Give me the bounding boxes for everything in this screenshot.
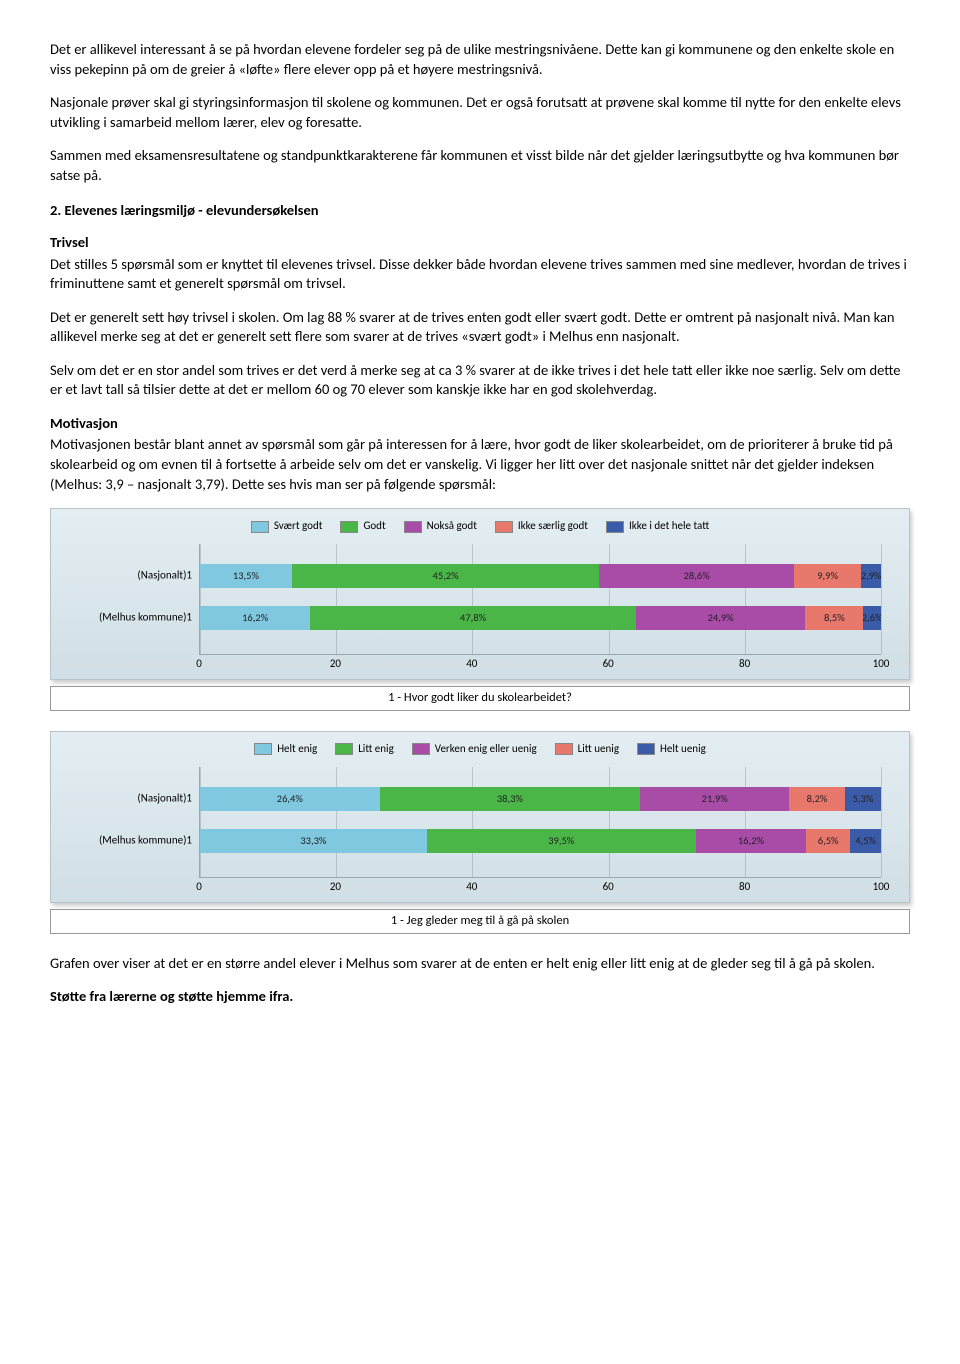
legend-label: Ikke særlig godt bbox=[518, 519, 588, 534]
bar-segment: 38,3% bbox=[380, 787, 641, 811]
legend-item: Nokså godt bbox=[404, 519, 477, 534]
legend-swatch bbox=[412, 743, 430, 755]
legend-label: Helt uenig bbox=[660, 742, 706, 757]
legend-item: Svært godt bbox=[251, 519, 323, 534]
legend-item: Ikke særlig godt bbox=[495, 519, 588, 534]
x-tick: 0 bbox=[196, 657, 202, 672]
bar-segment: 26,4% bbox=[200, 787, 380, 811]
paragraph: Motivasjonen består blant annet av spørs… bbox=[50, 435, 910, 494]
paragraph: Det stilles 5 spørsmål som er knyttet ti… bbox=[50, 255, 910, 294]
legend-label: Nokså godt bbox=[427, 519, 477, 534]
bar-segment: 2,9% bbox=[861, 564, 881, 588]
legend-label: Helt enig bbox=[277, 742, 317, 757]
bar-segment: 33,3% bbox=[200, 829, 427, 853]
legend-item: Helt uenig bbox=[637, 742, 706, 757]
paragraph: Det er allikevel interessant å se på hvo… bbox=[50, 40, 910, 79]
legend-label: Godt bbox=[363, 519, 385, 534]
bar-segment: 28,6% bbox=[599, 564, 794, 588]
bar-segment: 6,5% bbox=[806, 829, 850, 853]
subheading-stotte: Støtte fra lærerne og støtte hjemme ifra… bbox=[50, 987, 910, 1007]
legend-label: Verken enig eller uenig bbox=[435, 742, 537, 757]
chart-caption: 1 - Hvor godt liker du skolearbeidet? bbox=[50, 686, 910, 711]
x-tick: 40 bbox=[466, 657, 477, 672]
bar-segment: 2,6% bbox=[863, 606, 881, 630]
bar-segment: 8,5% bbox=[805, 606, 863, 630]
paragraph: Sammen med eksamensresultatene og standp… bbox=[50, 146, 910, 185]
bar-segment: 4,5% bbox=[850, 829, 881, 853]
chart-caption: 1 - Jeg gleder meg til å gå på skolen bbox=[50, 909, 910, 934]
paragraph: Grafen over viser at det er en større an… bbox=[50, 954, 910, 974]
legend-item: Helt enig bbox=[254, 742, 317, 757]
x-tick: 20 bbox=[330, 880, 341, 895]
x-tick: 0 bbox=[196, 880, 202, 895]
legend-label: Litt uenig bbox=[578, 742, 619, 757]
x-tick: 80 bbox=[739, 880, 750, 895]
bar-segment: 24,9% bbox=[636, 606, 806, 630]
bar-row: (Melhus kommune)133,3%39,5%16,2%6,5%4,5% bbox=[200, 829, 881, 853]
paragraph: Selv om det er en stor andel som trives … bbox=[50, 361, 910, 400]
bar-segment: 39,5% bbox=[427, 829, 696, 853]
bar-segment: 9,9% bbox=[794, 564, 861, 588]
subheading-motivasjon: Motivasjon bbox=[50, 414, 910, 434]
legend-item: Litt enig bbox=[335, 742, 394, 757]
bar-segment: 21,9% bbox=[640, 787, 789, 811]
legend-swatch bbox=[251, 521, 269, 533]
x-tick: 20 bbox=[330, 657, 341, 672]
bar-segment: 16,2% bbox=[696, 829, 806, 853]
legend-label: Svært godt bbox=[274, 519, 323, 534]
x-tick: 40 bbox=[466, 880, 477, 895]
legend-label: Ikke i det hele tatt bbox=[629, 519, 709, 534]
bar-segment: 8,2% bbox=[789, 787, 845, 811]
y-label: (Melhus kommune)1 bbox=[67, 833, 200, 848]
bar-segment: 13,5% bbox=[200, 564, 292, 588]
x-tick: 100 bbox=[873, 657, 890, 672]
legend-item: Litt uenig bbox=[555, 742, 619, 757]
legend-swatch bbox=[555, 743, 573, 755]
section-heading: 2. Elevenes læringsmiljø - elevundersøke… bbox=[50, 201, 910, 221]
legend-swatch bbox=[606, 521, 624, 533]
bar-segment: 5,3% bbox=[845, 787, 881, 811]
y-label: (Nasjonalt)1 bbox=[67, 569, 200, 584]
y-label: (Nasjonalt)1 bbox=[67, 791, 200, 806]
legend-swatch bbox=[495, 521, 513, 533]
paragraph: Nasjonale prøver skal gi styringsinforma… bbox=[50, 93, 910, 132]
paragraph: Det er generelt sett høy trivsel i skole… bbox=[50, 308, 910, 347]
x-tick: 80 bbox=[739, 657, 750, 672]
bar-row: (Melhus kommune)116,2%47,8%24,9%8,5%2,6% bbox=[200, 606, 881, 630]
bar-row: (Nasjonalt)126,4%38,3%21,9%8,2%5,3% bbox=[200, 787, 881, 811]
bar-row: (Nasjonalt)113,5%45,2%28,6%9,9%2,9% bbox=[200, 564, 881, 588]
x-tick: 60 bbox=[603, 657, 614, 672]
bar-segment: 47,8% bbox=[310, 606, 636, 630]
x-tick: 100 bbox=[873, 880, 890, 895]
legend-swatch bbox=[335, 743, 353, 755]
legend-item: Godt bbox=[340, 519, 385, 534]
subheading-trivsel: Trivsel bbox=[50, 233, 910, 253]
legend-item: Ikke i det hele tatt bbox=[606, 519, 709, 534]
legend-swatch bbox=[340, 521, 358, 533]
legend-swatch bbox=[254, 743, 272, 755]
legend-item: Verken enig eller uenig bbox=[412, 742, 537, 757]
chart-skolearbeid: Svært godt Godt Nokså godt Ikke særlig godt… bbox=[50, 508, 910, 680]
bar-segment: 45,2% bbox=[292, 564, 600, 588]
legend-swatch bbox=[404, 521, 422, 533]
x-tick: 60 bbox=[603, 880, 614, 895]
y-label: (Melhus kommune)1 bbox=[67, 611, 200, 626]
legend-swatch bbox=[637, 743, 655, 755]
chart-gleder: Helt enig Litt enig Verken enig eller ueni… bbox=[50, 731, 910, 903]
bar-segment: 16,2% bbox=[200, 606, 310, 630]
legend-label: Litt enig bbox=[358, 742, 394, 757]
